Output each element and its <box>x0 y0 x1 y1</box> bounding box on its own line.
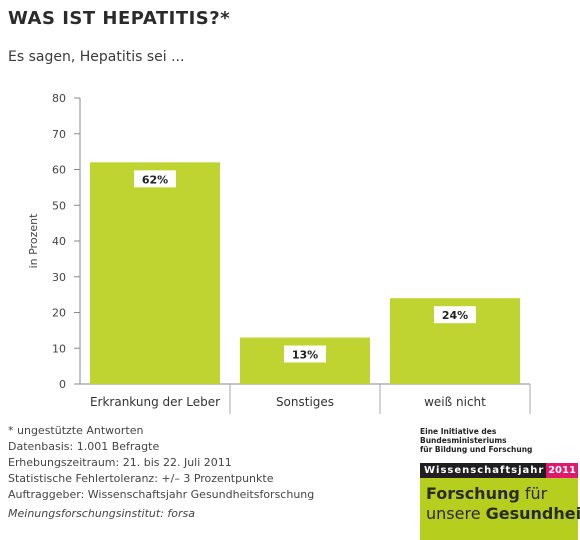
y-tick-label: 20 <box>52 307 66 320</box>
footnote-line: * ungestützte Antworten <box>8 424 144 437</box>
wissenschaftsjahr-logo: Eine Initiative des Bundesministeriums f… <box>420 427 580 540</box>
logo-bar-year: 2011 <box>546 463 578 478</box>
data-label-box <box>284 345 326 363</box>
bar <box>90 162 220 384</box>
logo-ministry-line: für Bildung und Forschung <box>420 445 533 454</box>
logo-word: für <box>524 484 548 503</box>
data-label-box <box>434 306 476 324</box>
y-tick-label: 10 <box>52 342 66 355</box>
x-category-label: Sonstiges <box>276 395 334 409</box>
footnote-line: Datenbasis: 1.001 Befragte <box>8 440 160 453</box>
footnote-line: Auftraggeber: Wissenschaftsjahr Gesundhe… <box>8 488 315 501</box>
data-label: 24% <box>442 309 468 322</box>
y-tick-label: 80 <box>52 92 66 105</box>
y-tick-label: 70 <box>52 128 66 141</box>
footnotes: * ungestützte Antworten Datenbasis: 1.00… <box>8 423 314 503</box>
data-label: 62% <box>142 173 168 186</box>
y-tick-label: 40 <box>52 235 66 248</box>
page-title: WAS IST HEPATITIS?* <box>8 8 231 29</box>
logo-word: Gesundheit <box>485 504 580 523</box>
data-label: 13% <box>292 349 318 362</box>
x-category-label: weiß nicht <box>424 395 486 409</box>
logo-word: unsere <box>426 504 481 523</box>
logo-bar: Wissenschaftsjahr 2011 <box>420 463 578 478</box>
logo-bar-text: Wissenschaftsjahr <box>420 463 546 478</box>
y-tick-label: 60 <box>52 164 66 177</box>
bar-chart: 0 10 20 30 40 50 60 70 80 in Prozent 62% Erkrankung… <box>27 92 531 414</box>
y-tick-label: 0 <box>59 378 66 391</box>
chart-subtitle: Es sagen, Hepatitis sei ... <box>8 49 185 65</box>
logo-word: Forschung <box>426 484 520 503</box>
institute-note: Meinungsforschungsinstitut: forsa <box>8 507 195 520</box>
logo-box: Forschung für unsere Gesundheit <box>420 478 580 540</box>
footnote-line: Statistische Fehlertoleranz: +/– 3 Proze… <box>8 472 274 485</box>
logo-ministry-line: Eine Initiative des Bundesministeriums <box>420 427 507 445</box>
data-label-box <box>134 170 176 188</box>
y-axis-label: in Prozent <box>27 213 40 268</box>
y-tick-label: 50 <box>52 199 66 212</box>
footnote-line: Erhebungszeitraum: 21. bis 22. Juli 2011 <box>8 456 232 469</box>
y-tick-label: 30 <box>52 271 66 284</box>
x-category-label: Erkrankung der Leber <box>90 395 220 409</box>
